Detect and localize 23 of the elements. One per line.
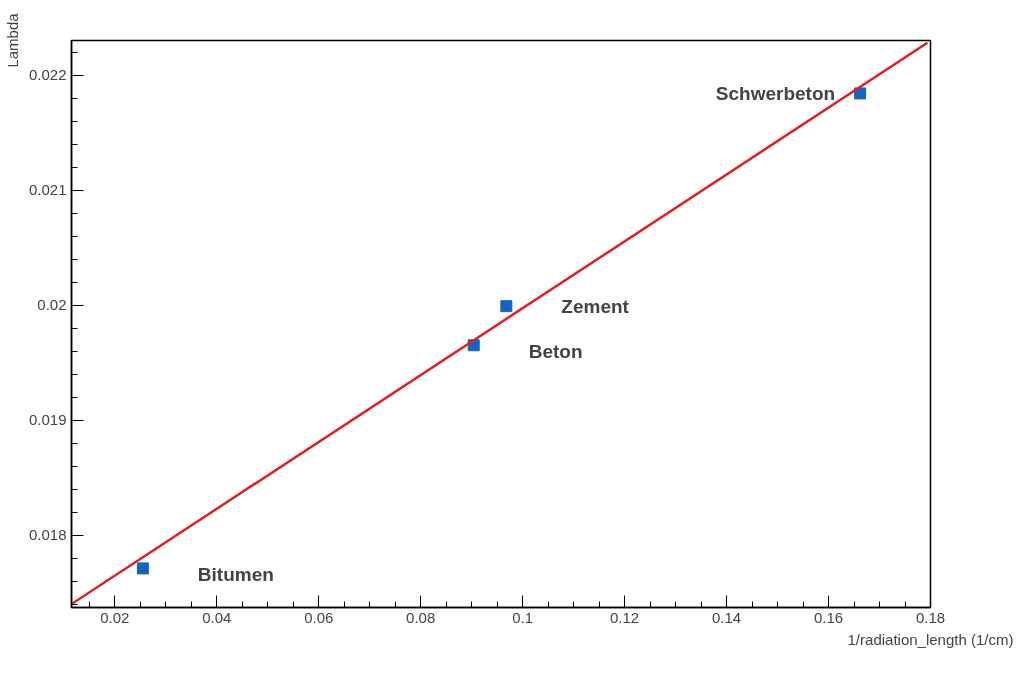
x-tick-label: 0.18	[915, 608, 946, 626]
point	[500, 300, 513, 313]
x-tick-label: 0.06	[304, 608, 334, 626]
x-axis-title: 1/radiation_length (1/cm)	[847, 630, 1014, 648]
y-tick-label: 0.02	[37, 296, 67, 314]
y-tick-label: 0.018	[28, 526, 67, 544]
annotation: Schwerbeton	[715, 82, 836, 104]
annotation: Beton	[528, 340, 583, 362]
x-tick-label: 0.12	[610, 608, 640, 626]
x-tick-label: 0.04	[202, 608, 232, 626]
x-tick-label: 0.14	[711, 608, 742, 626]
annotation: Bitumen	[197, 563, 274, 585]
x-tick-label: 0.02	[100, 608, 130, 626]
y-axis-title: Lambda	[3, 12, 21, 68]
x-tick-label: 0.08	[406, 608, 436, 626]
x-tick-label: 0.16	[813, 608, 844, 626]
x-tick-label: 0.1	[512, 608, 534, 626]
annotation: Zement	[561, 295, 630, 317]
point	[854, 87, 867, 100]
y-tick-label: 0.021	[28, 181, 67, 199]
point	[136, 562, 149, 575]
y-tick-label: 0.022	[28, 66, 67, 83]
y-tick-label: 0.019	[28, 411, 67, 429]
